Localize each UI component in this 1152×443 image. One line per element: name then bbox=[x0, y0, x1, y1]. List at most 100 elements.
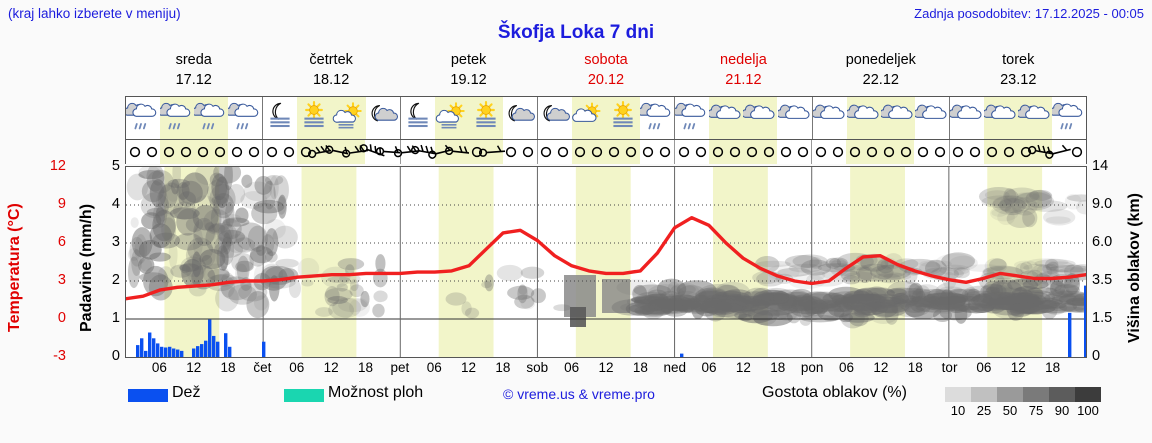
weather-icon-sun-cloud bbox=[572, 97, 606, 139]
day-header-strip: sreda 17.12 četrtek 18.12 petek 19.12 sobota 20… bbox=[125, 50, 1087, 92]
precipitation-tick: 4 bbox=[104, 196, 120, 212]
wind-symbol-calm bbox=[280, 140, 297, 164]
weather-icon-sun-fog bbox=[297, 97, 331, 139]
wind-symbol-calm bbox=[709, 140, 726, 164]
wind-symbol-calm bbox=[503, 140, 520, 164]
weather-icon-cloud bbox=[915, 97, 949, 139]
wind-symbol-calm bbox=[623, 140, 640, 164]
cloud-height-tick: 1.5 bbox=[1092, 310, 1126, 326]
day-column-nedelja: nedelja 21.12 bbox=[675, 50, 812, 92]
wind-symbol-calm bbox=[880, 140, 897, 164]
x-axis-label: 18 bbox=[495, 360, 510, 375]
rain-swatch bbox=[128, 389, 168, 402]
wind-symbol-calm bbox=[692, 140, 709, 164]
x-axis-label: pet bbox=[390, 360, 409, 375]
wind-symbol-calm bbox=[777, 140, 794, 164]
weather-icon-sun-partly bbox=[435, 97, 469, 139]
temperature-axis-title: Temperatura (°C) bbox=[6, 168, 24, 368]
precipitation-axis-title: Padavine (mm/h) bbox=[78, 168, 96, 368]
temperature-tick: -3 bbox=[34, 348, 66, 364]
x-axis-label: 06 bbox=[702, 360, 717, 375]
wind-symbol-calm bbox=[1001, 140, 1018, 164]
weather-icon-cloud-rain bbox=[160, 97, 194, 139]
x-axis-label: 18 bbox=[770, 360, 785, 375]
x-axis-label: 12 bbox=[461, 360, 476, 375]
temperature-tick: 0 bbox=[34, 310, 66, 326]
x-axis-label: tor bbox=[942, 360, 958, 375]
wind-symbol-calm bbox=[863, 140, 880, 164]
wind-symbol-calm bbox=[1069, 140, 1086, 164]
day-column-četrtek: četrtek 18.12 bbox=[262, 50, 399, 92]
wind-symbol-calm bbox=[743, 140, 760, 164]
day-column-sobota: sobota 20.12 bbox=[537, 50, 674, 92]
day-date: 20.12 bbox=[537, 70, 674, 90]
x-axis-label: 06 bbox=[564, 360, 579, 375]
weather-icon-cloud bbox=[812, 97, 847, 139]
day-column-petek: petek 19.12 bbox=[400, 50, 537, 92]
copyright-link[interactable]: © vreme.us & vreme.pro bbox=[503, 386, 655, 402]
wind-symbol-calm bbox=[160, 140, 177, 164]
weather-icon-cloud-rain bbox=[194, 97, 228, 139]
weather-icon-moon-cloud bbox=[537, 97, 572, 139]
day-date: 18.12 bbox=[262, 70, 399, 90]
precipitation-tick: 5 bbox=[104, 158, 120, 174]
location-menu-hint[interactable]: (kraj lahko izberete v meniju) bbox=[8, 6, 181, 21]
wind-symbol-calm bbox=[794, 140, 811, 164]
weather-icon-moon-fog bbox=[262, 97, 297, 139]
wind-symbol-calm bbox=[811, 140, 829, 164]
x-axis-labels: 06 12 18 čet 06 12 18 pet 06 12 18 sob 06 12 18 ned 06 12… bbox=[125, 360, 1087, 380]
precipitation-tick: 0 bbox=[104, 348, 120, 364]
x-axis-label: 18 bbox=[358, 360, 373, 375]
weather-icon-cloud bbox=[743, 97, 777, 139]
wind-symbol-calm bbox=[228, 140, 245, 164]
x-axis-label: 12 bbox=[598, 360, 613, 375]
wind-symbol-calm bbox=[262, 140, 280, 164]
cloud-height-tick: 0 bbox=[1092, 348, 1126, 364]
weather-icon-cloud-rain bbox=[674, 97, 709, 139]
cloud-density-swatch bbox=[971, 387, 997, 402]
wind-symbol-calm bbox=[194, 140, 211, 164]
cloud-height-tick: 14 bbox=[1092, 158, 1126, 174]
weather-icon-cloud bbox=[1018, 97, 1052, 139]
temperature-tick: 12 bbox=[34, 158, 66, 174]
weather-icon-cloud bbox=[984, 97, 1018, 139]
cloud-density-swatch bbox=[1049, 387, 1075, 402]
wind-symbol-barb bbox=[452, 140, 469, 164]
temperature-tick: 6 bbox=[34, 234, 66, 250]
cloud-height-tick: 9.0 bbox=[1092, 196, 1126, 212]
wind-symbol-calm bbox=[846, 140, 863, 164]
page-title: Škofja Loka 7 dni bbox=[0, 22, 1152, 44]
wind-symbol-calm bbox=[143, 140, 160, 164]
last-update-label: Zadnja posodobitev: 17.12.2025 - 00:05 bbox=[914, 6, 1144, 21]
x-axis-label: sob bbox=[526, 360, 548, 375]
wind-symbol-calm bbox=[177, 140, 194, 164]
wind-symbol-barb bbox=[486, 140, 503, 164]
wind-symbol-calm bbox=[640, 140, 657, 164]
weather-icon-cloud bbox=[949, 97, 984, 139]
day-column-ponedeljek: ponedeljek 22.12 bbox=[812, 50, 949, 92]
day-date: 22.12 bbox=[812, 70, 949, 90]
day-name: četrtek bbox=[262, 50, 399, 70]
x-axis-label: 12 bbox=[1011, 360, 1026, 375]
day-name: torek bbox=[950, 50, 1087, 70]
wind-symbol-calm bbox=[760, 140, 777, 164]
cloud-density-ramp-ticks: 10 25 50 75 90 100 bbox=[945, 403, 1115, 419]
wind-symbol-calm bbox=[931, 140, 948, 164]
cloud-density-swatch bbox=[1075, 387, 1101, 402]
x-axis-label: 18 bbox=[633, 360, 648, 375]
temperature-tick: 9 bbox=[34, 196, 66, 212]
cloud-density-legend-label: Gostota oblakov (%) bbox=[762, 384, 907, 402]
wind-symbol-calm bbox=[606, 140, 623, 164]
precipitation-tick: 3 bbox=[104, 234, 120, 250]
x-axis-label: ned bbox=[663, 360, 686, 375]
wind-symbol-calm bbox=[126, 140, 143, 164]
day-name: ponedeljek bbox=[812, 50, 949, 70]
x-axis-label: 18 bbox=[908, 360, 923, 375]
wind-symbol-calm bbox=[914, 140, 931, 164]
x-axis-label: 06 bbox=[289, 360, 304, 375]
weather-icon-moon-cloud bbox=[366, 97, 400, 139]
x-axis-label: pon bbox=[801, 360, 824, 375]
wind-symbol-calm bbox=[897, 140, 914, 164]
showers-swatch bbox=[284, 389, 324, 402]
wind-symbol-calm bbox=[520, 140, 537, 164]
